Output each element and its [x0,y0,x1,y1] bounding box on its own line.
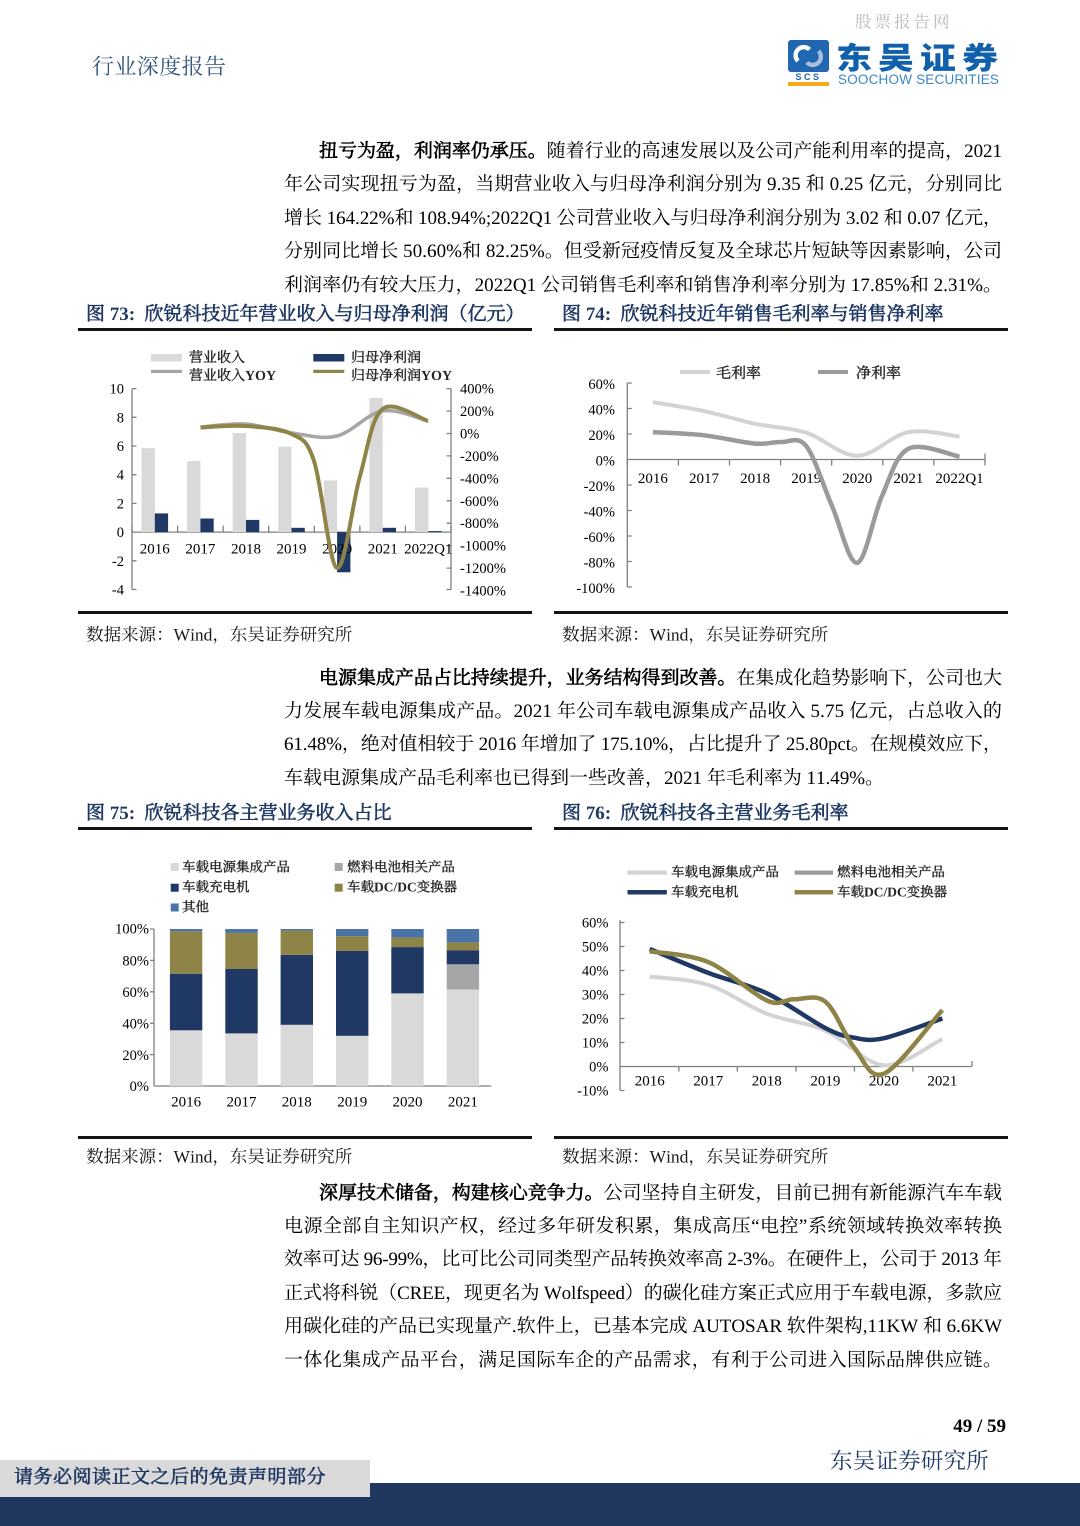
svg-text:-600%: -600% [460,494,499,510]
svg-text:2018: 2018 [740,471,770,487]
svg-text:10: 10 [110,382,125,398]
svg-text:2020: 2020 [842,471,872,487]
svg-text:-20%: -20% [584,479,615,495]
svg-text:50%: 50% [582,939,609,955]
svg-text:2019: 2019 [791,471,821,487]
svg-text:8: 8 [117,410,124,426]
svg-text:2017: 2017 [693,1074,724,1090]
svg-text:2020: 2020 [869,1074,899,1090]
svg-text:2017: 2017 [689,471,720,487]
svg-text:2018: 2018 [282,1095,312,1111]
svg-text:20%: 20% [588,428,615,444]
svg-text:100%: 100% [115,922,149,938]
svg-text:200%: 200% [460,404,494,420]
svg-text:6: 6 [117,439,124,455]
svg-text:40%: 40% [588,403,615,419]
svg-text:0%: 0% [460,427,479,443]
svg-text:2021: 2021 [448,1095,478,1111]
svg-text:30%: 30% [582,987,609,1003]
svg-text:4: 4 [117,468,125,484]
svg-text:2017: 2017 [227,1095,258,1111]
svg-text:2016: 2016 [638,471,669,487]
svg-text:-1000%: -1000% [460,539,506,555]
svg-text:-4: -4 [112,583,125,599]
svg-text:2021: 2021 [368,542,398,558]
svg-text:2018: 2018 [231,542,261,558]
svg-text:60%: 60% [588,377,615,393]
svg-text:2016: 2016 [171,1095,202,1111]
svg-text:2019: 2019 [337,1095,367,1111]
svg-text:2016: 2016 [635,1074,666,1090]
svg-text:-800%: -800% [460,516,499,532]
svg-text:2021: 2021 [893,471,923,487]
svg-text:-2: -2 [112,554,124,570]
svg-text:2022Q1: 2022Q1 [404,542,452,558]
svg-text:2021: 2021 [927,1074,957,1090]
svg-text:-400%: -400% [460,471,499,487]
svg-text:-1400%: -1400% [460,584,506,600]
svg-text:60%: 60% [582,915,609,931]
svg-text:10%: 10% [582,1035,609,1051]
svg-text:0%: 0% [130,1079,149,1095]
svg-text:40%: 40% [582,963,609,979]
svg-text:-200%: -200% [460,449,499,465]
svg-text:60%: 60% [122,985,149,1001]
svg-text:20%: 20% [122,1048,149,1064]
svg-text:80%: 80% [122,954,149,970]
svg-text:0%: 0% [589,1059,608,1075]
svg-text:-60%: -60% [584,530,615,546]
svg-text:0%: 0% [596,454,615,470]
svg-text:2019: 2019 [277,542,307,558]
svg-text:2018: 2018 [752,1074,782,1090]
svg-text:0: 0 [117,525,124,541]
svg-text:-10%: -10% [577,1083,608,1099]
svg-text:40%: 40% [122,1017,149,1033]
svg-text:-80%: -80% [584,556,615,572]
svg-text:2016: 2016 [140,542,171,558]
svg-text:-40%: -40% [584,505,615,521]
svg-text:2019: 2019 [810,1074,840,1090]
svg-text:-100%: -100% [576,581,615,597]
svg-text:20%: 20% [582,1011,609,1027]
svg-text:400%: 400% [460,382,494,398]
svg-text:2022Q1: 2022Q1 [935,471,983,487]
svg-text:2: 2 [117,496,124,512]
svg-text:2017: 2017 [185,542,216,558]
svg-text:2020: 2020 [393,1095,423,1111]
svg-text:-1200%: -1200% [460,561,506,577]
